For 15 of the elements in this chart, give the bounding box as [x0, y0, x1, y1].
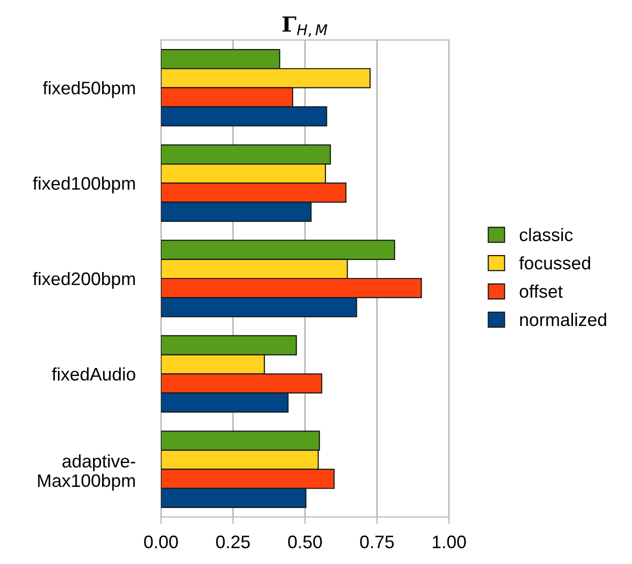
x-tick-label: 0.00 — [144, 536, 178, 548]
x-tick-label: 0.50 — [288, 536, 322, 548]
x-tick-label: 0.25 — [216, 536, 250, 548]
chart-title: Γ$_{H,M}$ — [282, 16, 328, 37]
y-tick-label: fixed50bpm — [42, 81, 135, 98]
x-tick-label: 1.00 — [432, 536, 466, 548]
legend-label: normalized — [520, 312, 606, 326]
y-tick-label: fixed200bpm — [32, 272, 135, 289]
legend-label: offset — [520, 284, 563, 298]
legend-label: focussed — [519, 256, 590, 270]
y-tick-label: fixed100bpm — [32, 176, 135, 194]
y-tick-label: adaptive- Max100bpm — [38, 454, 136, 491]
y-tick-label: fixedAudio — [52, 367, 136, 381]
legend-label: classic — [520, 228, 573, 242]
x-tick-label: 0.75 — [360, 536, 394, 548]
